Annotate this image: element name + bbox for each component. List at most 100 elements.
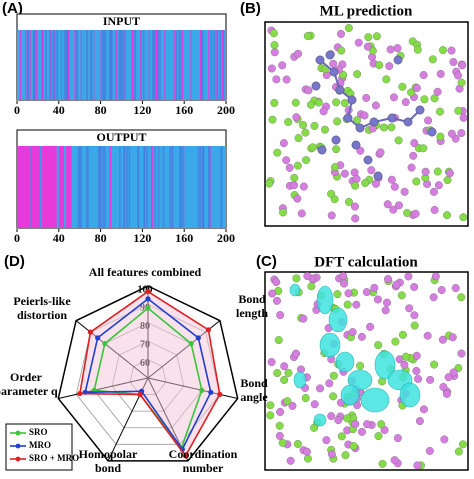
shade: [122, 30, 125, 100]
shade: [118, 30, 121, 100]
shade: [76, 30, 78, 100]
stripe: [182, 30, 184, 100]
atom: [284, 368, 293, 377]
stripe: [190, 30, 192, 100]
atom: [351, 214, 360, 223]
shade: [77, 146, 80, 228]
atom: [343, 300, 352, 309]
shade: [104, 30, 107, 100]
atom: [299, 121, 308, 129]
atom: [329, 371, 338, 380]
atom: [429, 293, 438, 302]
atom: [457, 293, 466, 302]
atom: [343, 113, 353, 123]
atom: [303, 447, 311, 456]
atom: [379, 123, 388, 132]
atom: [415, 105, 425, 115]
atom: [322, 436, 331, 445]
atom: [282, 75, 291, 84]
legend-marker: [15, 430, 21, 436]
atom: [340, 99, 349, 107]
atom: [340, 279, 348, 288]
point: [145, 305, 151, 311]
atom: [353, 116, 361, 125]
point: [137, 391, 143, 398]
stripe: [221, 30, 223, 100]
atom: [341, 451, 350, 460]
point: [208, 389, 214, 395]
atom: [447, 46, 456, 55]
atom: [419, 405, 428, 414]
shade: [111, 30, 113, 100]
stripe: [60, 30, 62, 100]
atom: [427, 127, 437, 137]
atom: [389, 205, 398, 214]
atom: [433, 167, 442, 176]
atom: [457, 78, 466, 87]
atom: [279, 139, 288, 148]
shade: [175, 30, 178, 100]
atom: [383, 200, 392, 209]
shade: [33, 30, 36, 100]
shade: [216, 30, 219, 100]
shade: [52, 30, 55, 100]
atoms: [266, 272, 467, 470]
x-tick-label: 80: [95, 231, 107, 245]
atom: [419, 71, 428, 79]
shade: [199, 146, 202, 228]
atom: [445, 169, 454, 178]
shade: [134, 30, 136, 100]
x-tick-label: 120: [133, 231, 151, 245]
atoms: [265, 24, 468, 223]
shade: [123, 146, 126, 228]
shade: [222, 30, 225, 100]
atom: [356, 146, 365, 155]
x-tick-label: 200: [217, 103, 235, 117]
atom: [269, 29, 278, 38]
atom: [384, 275, 392, 284]
stripe: [100, 30, 102, 100]
barcode-title: OUTPUT: [96, 130, 146, 144]
shade: [100, 146, 102, 228]
atom: [284, 118, 293, 126]
stripe: [58, 146, 65, 228]
atom: [449, 58, 458, 67]
atom: [331, 163, 339, 172]
shade: [87, 146, 89, 228]
atom: [339, 272, 348, 281]
atom: [451, 284, 460, 292]
shade: [90, 30, 92, 100]
atom: [459, 213, 468, 222]
shade: [213, 30, 215, 100]
atom: [373, 295, 382, 304]
atom: [340, 169, 349, 178]
atom: [413, 45, 422, 54]
point: [87, 329, 94, 335]
atom: [350, 168, 359, 177]
shade: [201, 30, 204, 100]
atom: [364, 33, 373, 42]
atom: [393, 55, 403, 65]
shade: [104, 146, 106, 228]
point: [182, 453, 189, 459]
shade: [220, 146, 222, 228]
atom: [382, 75, 391, 84]
atom: [327, 412, 336, 421]
atom: [420, 95, 429, 104]
shade: [157, 30, 159, 100]
panel-title: DFT calculation: [314, 254, 418, 270]
shade: [75, 30, 78, 100]
stripe: [116, 30, 118, 100]
atom: [351, 202, 359, 211]
atom: [299, 314, 308, 323]
atom: [306, 100, 315, 109]
shade: [178, 146, 181, 228]
atom: [319, 107, 328, 116]
stripe: [164, 30, 166, 100]
stripe: [215, 30, 217, 100]
atom: [457, 349, 466, 358]
shade: [162, 146, 165, 228]
atom: [377, 420, 386, 429]
shade: [197, 146, 200, 228]
